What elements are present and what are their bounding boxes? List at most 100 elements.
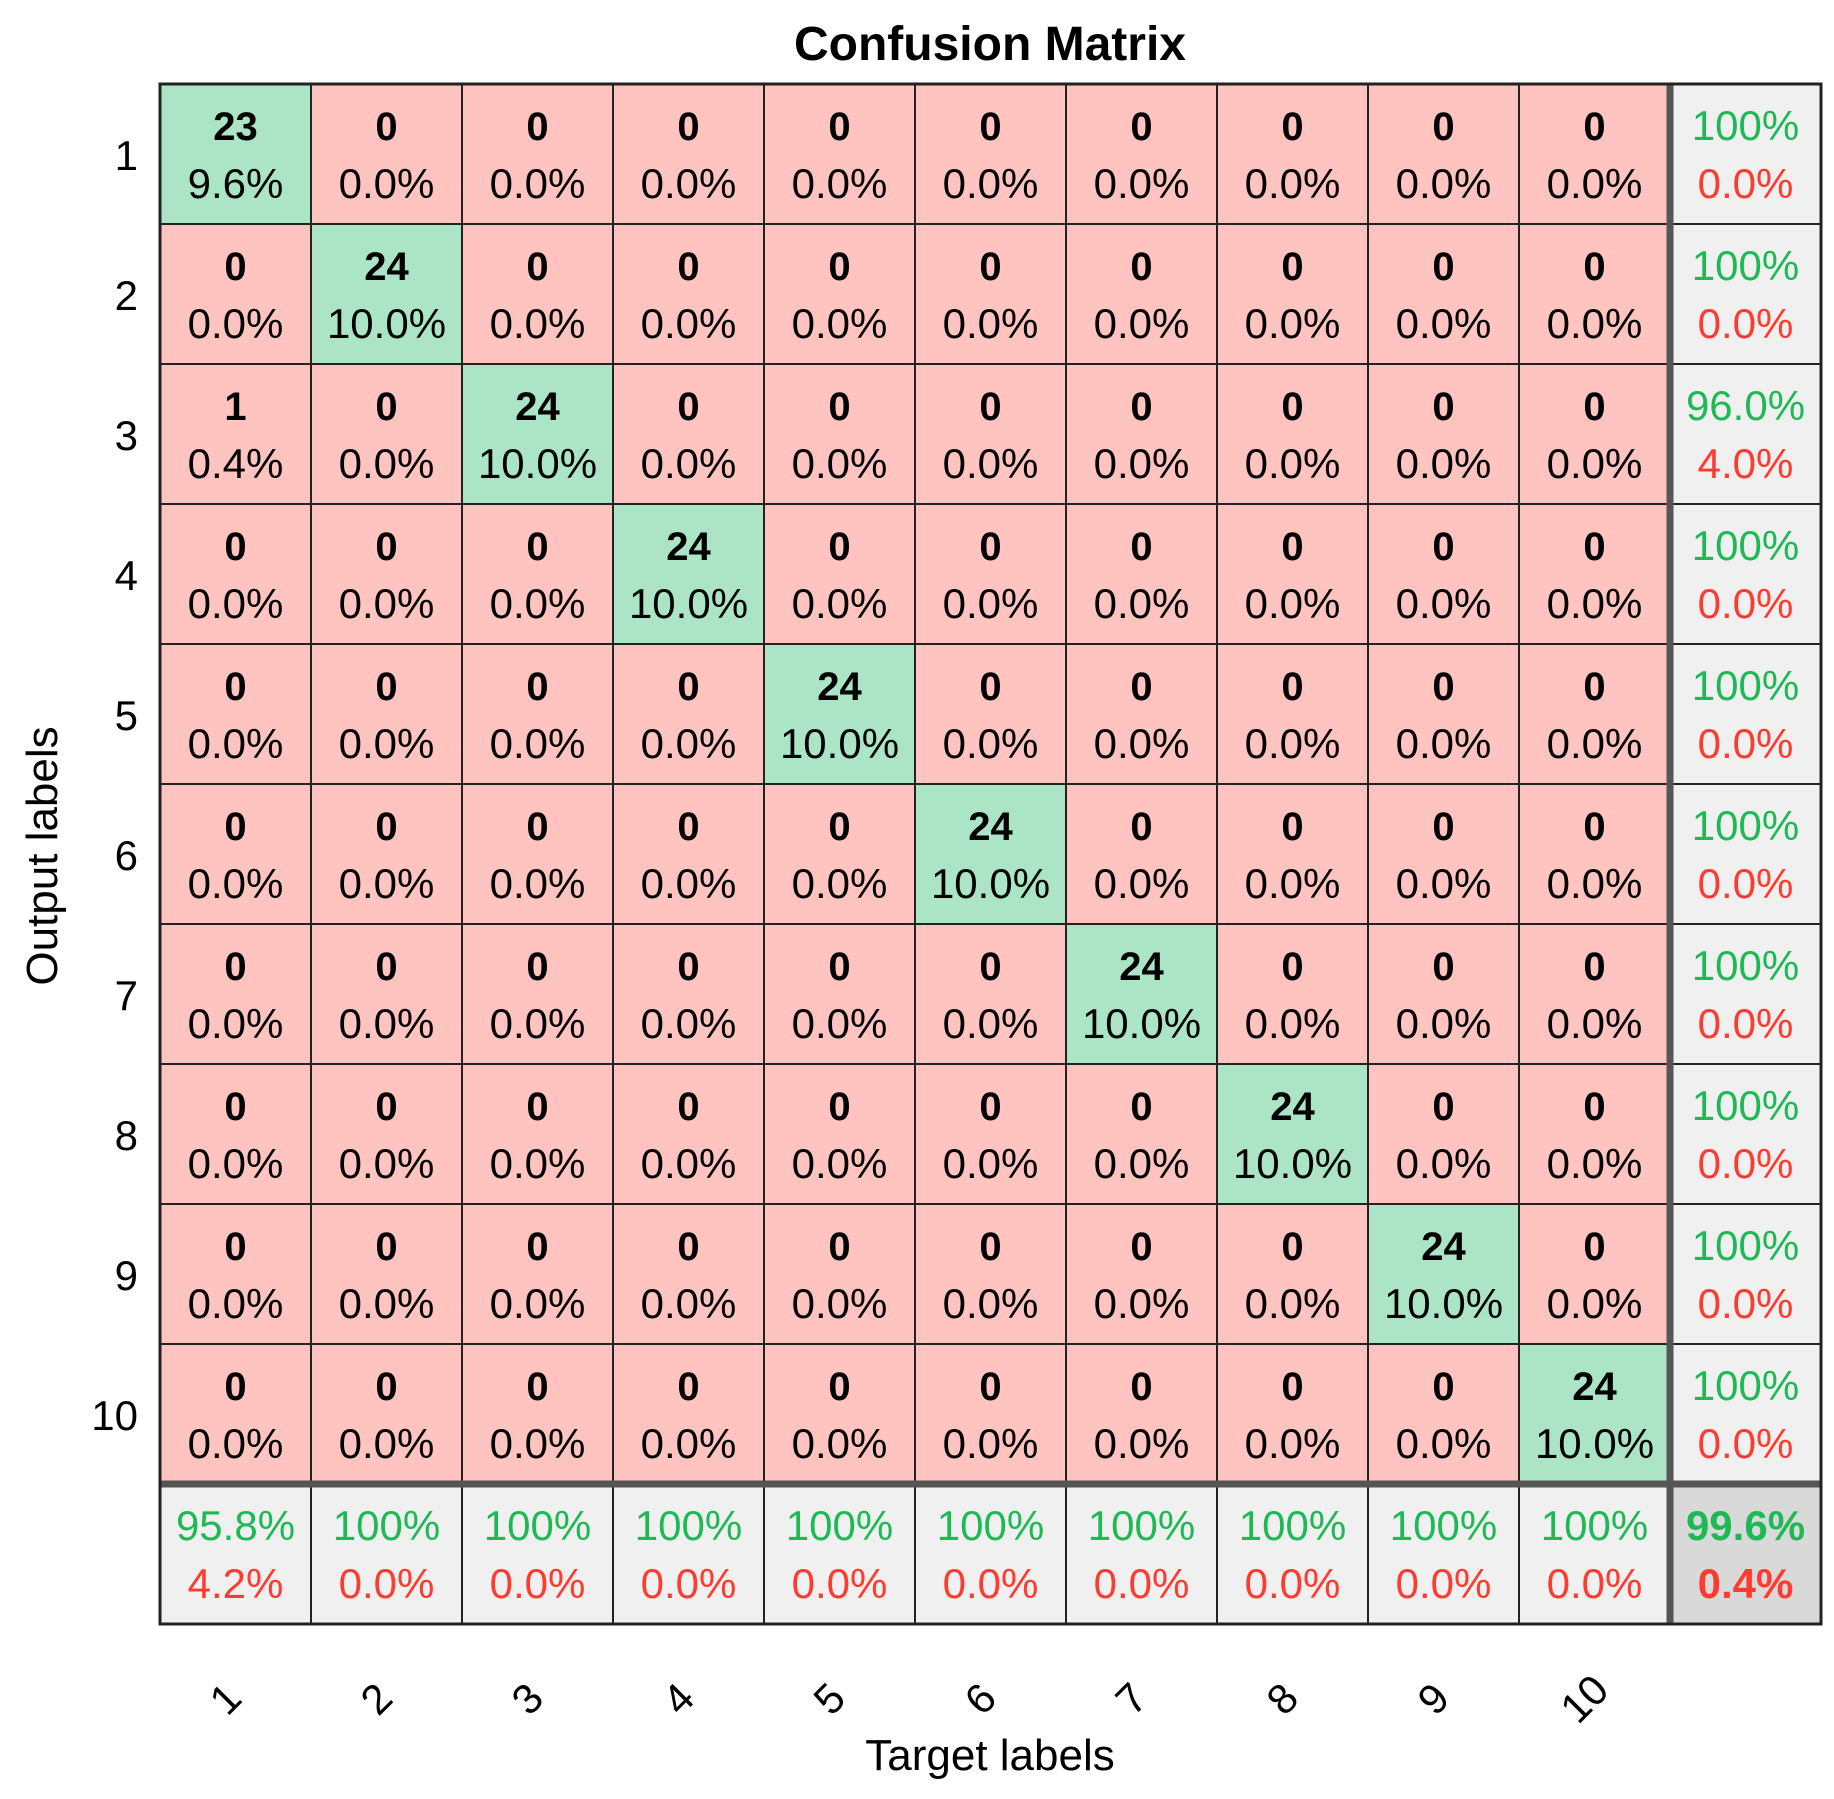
matrix-cell-bottom-value: 0.0% — [792, 1140, 888, 1187]
row-summary-cell: 96.0% 4.0% — [1670, 364, 1821, 504]
matrix-cell-background — [1519, 1064, 1670, 1204]
matrix-cell: 0 0.0% — [915, 1064, 1066, 1204]
matrix-cell: 0 0.0% — [1519, 224, 1670, 364]
matrix-cell: 24 10.0% — [311, 224, 462, 364]
row-summary-cell-top-value: 100% — [1692, 802, 1799, 849]
matrix-cell-bottom-value: 0.0% — [1245, 720, 1341, 767]
matrix-cell-background — [462, 364, 613, 504]
matrix-cell: 0 0.0% — [311, 1344, 462, 1484]
matrix-cell: 0 0.0% — [764, 784, 915, 924]
row-summary-cell: 100% 0.0% — [1670, 504, 1821, 644]
matrix-cell-top-value: 0 — [1583, 1225, 1605, 1269]
matrix-cell-top-value: 0 — [677, 245, 699, 289]
matrix-cell-top-value: 0 — [526, 665, 548, 709]
matrix-cell-bottom-value: 0.0% — [1094, 720, 1190, 767]
matrix-cell-bottom-value: 0.0% — [188, 1280, 284, 1327]
matrix-cell: 24 10.0% — [1066, 924, 1217, 1064]
matrix-cell-bottom-value: 0.0% — [188, 300, 284, 347]
matrix-cell-top-value: 24 — [1421, 1225, 1466, 1269]
matrix-cell: 0 0.0% — [764, 1064, 915, 1204]
matrix-cell: 0 0.0% — [764, 84, 915, 224]
column-summary-cell: 100% 0.0% — [764, 1484, 915, 1624]
matrix-cell-background — [462, 784, 613, 924]
matrix-cell-top-value: 0 — [677, 805, 699, 849]
matrix-cell-top-value: 0 — [526, 805, 548, 849]
matrix-cell-top-value: 0 — [1583, 805, 1605, 849]
matrix-cell-bottom-value: 0.0% — [641, 1000, 737, 1047]
column-summary-cell-top-value: 95.8% — [176, 1502, 295, 1549]
matrix-cell: 0 0.0% — [462, 644, 613, 784]
matrix-cell-background — [1368, 224, 1519, 364]
matrix-cell-top-value: 0 — [1281, 945, 1303, 989]
matrix-cell-top-value: 0 — [375, 805, 397, 849]
matrix-cell-background — [1368, 1344, 1519, 1484]
matrix-cell-background — [1217, 504, 1368, 644]
matrix-cell: 23 9.6% — [160, 84, 311, 224]
matrix-cell-top-value: 0 — [224, 525, 246, 569]
matrix-cell-bottom-value: 0.0% — [339, 160, 435, 207]
matrix-cell-background — [1519, 644, 1670, 784]
matrix-cell-top-value: 0 — [375, 945, 397, 989]
matrix-cell-top-value: 0 — [828, 1085, 850, 1129]
y-tick-labels: 1 2 3 4 5 6 7 8 9 10 — [91, 132, 138, 1439]
matrix-cell-bottom-value: 10.0% — [1535, 1420, 1654, 1467]
matrix-cell-top-value: 23 — [213, 105, 258, 149]
matrix-cell: 24 10.0% — [613, 504, 764, 644]
matrix-cell-background — [915, 924, 1066, 1064]
matrix-cell: 0 0.0% — [1368, 644, 1519, 784]
matrix-cell: 0 0.0% — [613, 1344, 764, 1484]
row-summary-cell-background — [1670, 1344, 1821, 1484]
matrix-cell-top-value: 24 — [817, 665, 862, 709]
matrix-cell-bottom-value: 10.0% — [780, 720, 899, 767]
matrix-cell-background — [1368, 84, 1519, 224]
matrix-cell-background — [613, 504, 764, 644]
matrix-cell: 0 0.0% — [1066, 1064, 1217, 1204]
column-summary-cell-background — [462, 1484, 613, 1624]
column-summary-cell-bottom-value: 0.0% — [1245, 1560, 1341, 1607]
matrix-cell: 0 0.0% — [1519, 1064, 1670, 1204]
matrix-cell-bottom-value: 0.0% — [1396, 1000, 1492, 1047]
column-summary-cell-top-value: 100% — [1088, 1502, 1195, 1549]
row-summary-cell-top-value: 100% — [1692, 1222, 1799, 1269]
matrix-cell: 0 0.0% — [1217, 504, 1368, 644]
matrix-cell-background — [1368, 1064, 1519, 1204]
matrix-cell-bottom-value: 0.0% — [792, 1280, 888, 1327]
matrix-cell-bottom-value: 0.4% — [188, 440, 284, 487]
row-summary-cell-top-value: 100% — [1692, 662, 1799, 709]
matrix-cell-bottom-value: 0.0% — [1396, 860, 1492, 907]
matrix-cell: 0 0.0% — [160, 924, 311, 1064]
matrix-cell-top-value: 0 — [828, 945, 850, 989]
matrix-cell: 0 0.0% — [160, 224, 311, 364]
column-summary-cell-top-value: 100% — [1541, 1502, 1648, 1549]
matrix-cell-top-value: 0 — [979, 105, 1001, 149]
matrix-cell-background — [1066, 1344, 1217, 1484]
matrix-cell-bottom-value: 0.0% — [490, 160, 586, 207]
matrix-cell-bottom-value: 0.0% — [1547, 1280, 1643, 1327]
matrix-cell: 0 0.0% — [1519, 784, 1670, 924]
y-tick-label: 1 — [115, 132, 138, 179]
matrix-cell-bottom-value: 0.0% — [943, 580, 1039, 627]
matrix-cell: 0 0.0% — [1519, 924, 1670, 1064]
matrix-cell-background — [613, 1344, 764, 1484]
matrix-cell: 0 0.0% — [1217, 924, 1368, 1064]
matrix-cell: 0 0.0% — [613, 1204, 764, 1344]
matrix-cell-bottom-value: 0.0% — [339, 440, 435, 487]
matrix-cell-background — [613, 1064, 764, 1204]
matrix-cell-bottom-value: 9.6% — [188, 160, 284, 207]
matrix-cell: 0 0.0% — [1368, 1344, 1519, 1484]
matrix-cell-background — [1217, 1344, 1368, 1484]
x-tick-label: 7 — [1106, 1674, 1156, 1724]
matrix-cell-top-value: 0 — [375, 525, 397, 569]
matrix-cell: 0 0.0% — [311, 644, 462, 784]
matrix-cell: 0 0.0% — [1217, 1204, 1368, 1344]
matrix-cell-top-value: 0 — [1281, 245, 1303, 289]
matrix-cell-top-value: 24 — [1270, 1085, 1315, 1129]
matrix-cell-bottom-value: 0.0% — [339, 720, 435, 767]
row-summary-cell: 100% 0.0% — [1670, 784, 1821, 924]
column-summary-cell: 100% 0.0% — [613, 1484, 764, 1624]
matrix-cell-top-value: 0 — [1432, 1085, 1454, 1129]
matrix-cell-background — [613, 364, 764, 504]
matrix-cell-background — [613, 84, 764, 224]
column-summary-cell: 100% 0.0% — [1217, 1484, 1368, 1624]
